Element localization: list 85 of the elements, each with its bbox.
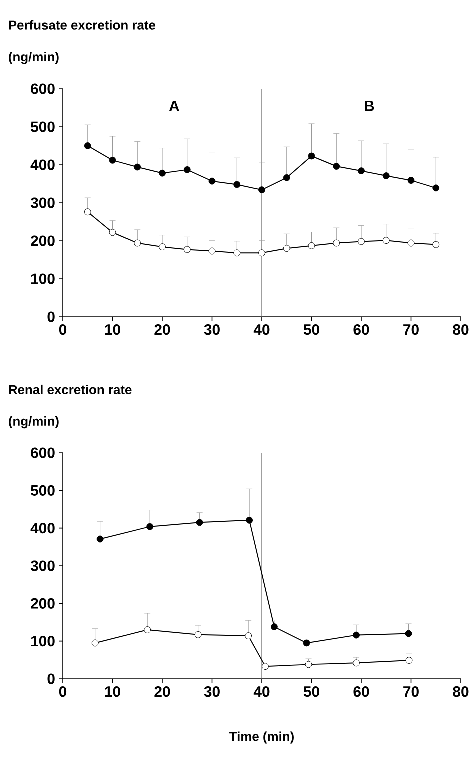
y-tick-label: 100 — [31, 636, 55, 647]
point — [146, 523, 154, 530]
x-tick-label: 50 — [304, 686, 320, 698]
y-tick-label: 200 — [31, 598, 55, 609]
point — [208, 248, 216, 255]
x-tick-label: 0 — [59, 324, 67, 336]
point — [84, 208, 92, 216]
point — [432, 184, 440, 192]
point — [358, 168, 365, 175]
point — [258, 186, 266, 194]
point — [196, 519, 204, 526]
y-tick-label: 400 — [30, 523, 55, 534]
point — [134, 240, 142, 247]
y-tick-label: 500 — [31, 122, 55, 132]
point — [432, 241, 440, 248]
point — [208, 178, 216, 185]
point — [408, 240, 415, 247]
y-tick-label: 300 — [30, 560, 55, 572]
y-tick-label: 600 — [31, 448, 55, 458]
point — [234, 250, 241, 257]
x-tick-label: 0 — [59, 686, 67, 698]
point — [184, 246, 191, 254]
point — [382, 172, 390, 180]
point — [246, 516, 254, 524]
point — [358, 238, 365, 246]
point — [283, 245, 290, 252]
point — [382, 237, 390, 244]
y-tick-label: 500 — [31, 485, 55, 496]
point — [270, 624, 278, 630]
point — [159, 170, 166, 177]
point — [406, 657, 413, 664]
point — [258, 250, 266, 257]
point — [333, 240, 340, 247]
point — [353, 632, 360, 639]
point — [405, 630, 412, 638]
x-tick-label: 30 — [204, 686, 220, 698]
point — [353, 660, 360, 667]
chart-title: Perfusate excretion rate — [9, 20, 156, 30]
x-tick-label: 60 — [354, 686, 370, 698]
point — [245, 632, 252, 640]
point — [308, 242, 316, 250]
y-tick-label: 0 — [48, 312, 55, 322]
point — [262, 663, 269, 670]
y-tick-label: 200 — [31, 236, 55, 246]
y-tick-label: 100 — [31, 274, 55, 284]
x-tick-label: 10 — [105, 324, 120, 336]
point — [109, 156, 116, 164]
x-tick-label: 80 — [453, 324, 469, 336]
point — [194, 631, 202, 638]
x-tick-label: 70 — [404, 686, 419, 698]
point — [283, 174, 290, 182]
y-tick-label: 300 — [30, 198, 55, 208]
annotation: A — [169, 100, 180, 112]
point — [333, 163, 340, 170]
point — [144, 626, 152, 634]
point — [184, 166, 191, 174]
point — [84, 142, 92, 150]
y-axis-title: (ng/min) — [9, 52, 59, 64]
x-tick-label: 30 — [204, 324, 220, 336]
x-tick-label: 80 — [453, 686, 469, 698]
x-tick-label: 20 — [154, 686, 170, 698]
chart-title: Renal excretion rate — [9, 384, 132, 394]
y-tick-label: 0 — [48, 674, 55, 684]
x-tick-label: 40 — [254, 324, 270, 336]
point — [308, 152, 316, 160]
point — [305, 661, 312, 668]
point — [159, 244, 166, 251]
x-tick-label: 10 — [105, 686, 120, 698]
y-tick-label: 600 — [31, 84, 55, 94]
x-tick-label: 60 — [354, 324, 370, 336]
x-tick-label: 20 — [154, 324, 170, 336]
x-tick-label: 50 — [304, 324, 320, 336]
x-axis-title: Time (min) — [230, 732, 294, 744]
point — [109, 229, 116, 236]
x-tick-label: 40 — [254, 686, 270, 698]
point — [96, 536, 104, 543]
annotation: B — [365, 100, 374, 112]
point — [92, 640, 99, 647]
point — [408, 177, 415, 184]
point — [234, 181, 241, 188]
y-axis-title: (ng/min) — [9, 416, 59, 429]
point — [134, 164, 142, 171]
point — [303, 640, 310, 647]
x-tick-label: 70 — [404, 324, 419, 336]
y-tick-label: 400 — [30, 160, 55, 170]
